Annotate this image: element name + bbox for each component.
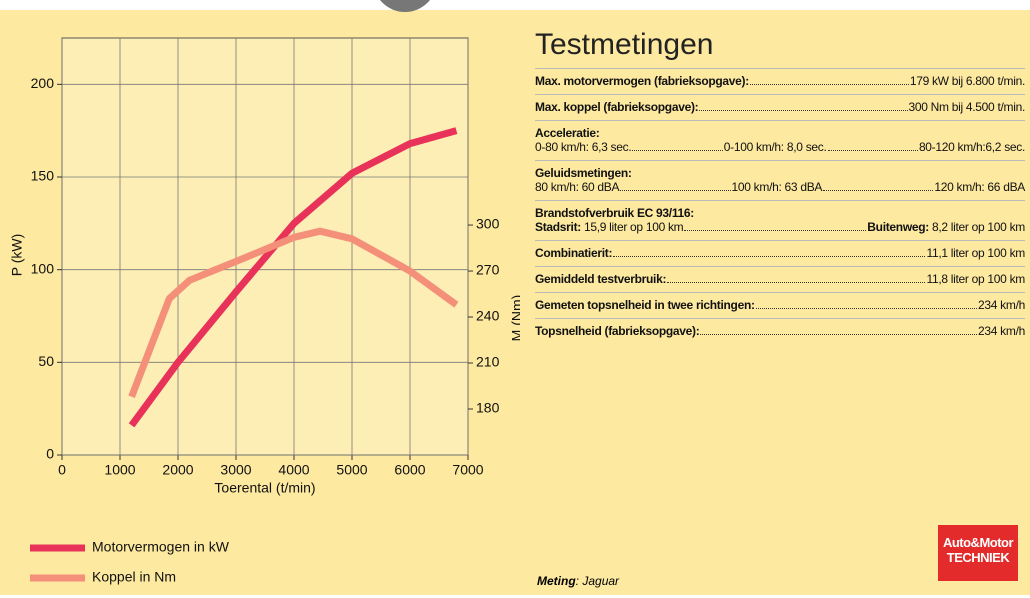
y-tick-label: 50 <box>38 353 54 369</box>
spec-value: 15,9 liter op 100 km <box>584 220 683 234</box>
y-tick-label: 0 <box>46 446 54 462</box>
spec-label: Gemiddeld testverbruik: <box>535 272 666 286</box>
spec-line: Gemeten topsnelheid in twee richtingen: 2… <box>535 298 1025 312</box>
dot-leader <box>613 256 925 257</box>
spec-value: 300 Nm bij 4.500 t/min. <box>909 100 1026 114</box>
dot-leader <box>828 150 918 151</box>
logo-line: Auto&Motor <box>938 535 1018 550</box>
dot-leader <box>620 190 730 191</box>
specs: Testmetingen Max. motorvermogen (fabriek… <box>535 28 1025 344</box>
dot-leader <box>632 150 722 151</box>
y2-axis-label: M (Nm) <box>509 295 520 342</box>
legend-label: Koppel in Nm <box>92 569 176 585</box>
spec-label: Buitenweg: <box>867 220 929 234</box>
spec-line: Combinatierit: 11,1 liter op 100 km <box>535 246 1025 260</box>
y-tick-label: 150 <box>31 168 55 184</box>
spec-value: 234 km/h <box>978 324 1025 338</box>
spec-row: Geluidsmetingen:80 km/h: 60 dBA 100 km/h:… <box>535 160 1025 200</box>
dot-leader <box>823 190 933 191</box>
dot-leader <box>684 230 866 231</box>
spec-heading: Brandstofverbruik EC 93/116: <box>535 206 1025 220</box>
spec-value: 179 kW bij 6.800 t/min. <box>910 74 1025 88</box>
spec-line: Stadsrit:15,9 liter op 100 km Buitenweg:8… <box>535 220 1025 234</box>
y-tick-label: 200 <box>31 75 55 91</box>
dot-leader <box>750 84 909 85</box>
spec-line: Max. koppel (fabrieksopgave): 300 Nm bij … <box>535 100 1025 114</box>
logo-line: TECHNIEK <box>938 550 1018 565</box>
dot-leader <box>667 282 925 283</box>
spec-line: Topsnelheid (fabrieksopgave): 234 km/h <box>535 324 1025 338</box>
x-tick-label: 2000 <box>162 462 193 478</box>
spec-item: 0-80 km/h: 6,3 sec. <box>535 140 631 154</box>
x-tick-label: 4000 <box>278 462 309 478</box>
y-tick-label: 100 <box>31 260 55 276</box>
spec-item: 80 km/h: 60 dBA <box>535 180 619 194</box>
x-tick-label: 3000 <box>220 462 251 478</box>
spec-line: 80 km/h: 60 dBA 100 km/h: 63 dBA 120 km/h:… <box>535 180 1025 194</box>
spec-row: Max. koppel (fabrieksopgave): 300 Nm bij … <box>535 94 1025 120</box>
chart: 0 1000 2000 3000 4000 5000 6000 7000 0 50 100 150 20… <box>0 0 520 598</box>
spec-label: Combinatierit: <box>535 246 612 260</box>
x-tick-label: 0 <box>58 462 66 478</box>
spec-row: Max. motorvermogen (fabrieksopgave): 179 … <box>535 68 1025 94</box>
page: 0 1000 2000 3000 4000 5000 6000 7000 0 50 100 150 20… <box>0 0 1030 598</box>
y2-tick-label: 180 <box>476 400 500 416</box>
spec-label: Max. motorvermogen (fabrieksopgave): <box>535 74 749 88</box>
x-axis-label: Toerental (t/min) <box>214 480 315 496</box>
legend-label: Motorvermogen in kW <box>92 539 230 555</box>
spec-item: 120 km/h: 66 dBA <box>934 180 1025 194</box>
spec-label: Topsnelheid (fabrieksopgave): <box>535 324 699 338</box>
dot-leader <box>756 308 977 309</box>
dot-leader <box>699 110 907 111</box>
spec-heading: Acceleratie: <box>535 126 1025 140</box>
decoration <box>373 0 437 12</box>
x-tick-label: 5000 <box>336 462 367 478</box>
source: Meting: Jaguar <box>537 574 619 588</box>
spec-item: 0-100 km/h: 8,0 sec. <box>724 140 827 154</box>
x-tick-label: 7000 <box>452 462 483 478</box>
spec-line: 0-80 km/h: 6,3 sec. 0-100 km/h: 8,0 sec. 8… <box>535 140 1025 154</box>
spec-value: 8,2 liter op 100 km <box>932 220 1025 234</box>
spec-row: Topsnelheid (fabrieksopgave): 234 km/h <box>535 318 1025 344</box>
spec-line: Max. motorvermogen (fabrieksopgave): 179 … <box>535 74 1025 88</box>
spec-value: 11,8 liter op 100 km <box>926 272 1025 286</box>
specs-title: Testmetingen <box>535 28 1025 62</box>
y2-tick-label: 300 <box>476 216 500 232</box>
spec-row: Acceleratie:0-80 km/h: 6,3 sec. 0-100 km/… <box>535 120 1025 160</box>
y2-tick-label: 240 <box>476 308 500 324</box>
spec-item: 100 km/h: 63 dBA <box>732 180 823 194</box>
spec-row: Gemeten topsnelheid in twee richtingen: 2… <box>535 292 1025 318</box>
y2-tick-label: 270 <box>476 262 500 278</box>
source-label: Meting <box>537 574 576 588</box>
dot-leader <box>700 334 977 335</box>
spec-value: 11,1 liter op 100 km <box>926 246 1025 260</box>
spec-value: 234 km/h <box>978 298 1025 312</box>
spec-row: Brandstofverbruik EC 93/116:Stadsrit:15,… <box>535 200 1025 240</box>
x-tick-label: 6000 <box>394 462 425 478</box>
spec-line: Gemiddeld testverbruik: 11,8 liter op 100… <box>535 272 1025 286</box>
y-axis-label: P (kW) <box>9 234 25 277</box>
spec-label: Gemeten topsnelheid in twee richtingen: <box>535 298 755 312</box>
spec-item: 80-120 km/h:6,2 sec. <box>919 140 1025 154</box>
spec-row: Gemiddeld testverbruik: 11,8 liter op 100… <box>535 266 1025 292</box>
source-text: : Jaguar <box>576 574 619 588</box>
spec-label: Max. koppel (fabrieksopgave): <box>535 100 698 114</box>
spec-label: Stadsrit: <box>535 220 581 234</box>
y2-tick-label: 210 <box>476 354 500 370</box>
x-tick-label: 1000 <box>104 462 135 478</box>
spec-heading: Geluidsmetingen: <box>535 166 1025 180</box>
spec-row: Combinatierit: 11,1 liter op 100 km <box>535 240 1025 266</box>
